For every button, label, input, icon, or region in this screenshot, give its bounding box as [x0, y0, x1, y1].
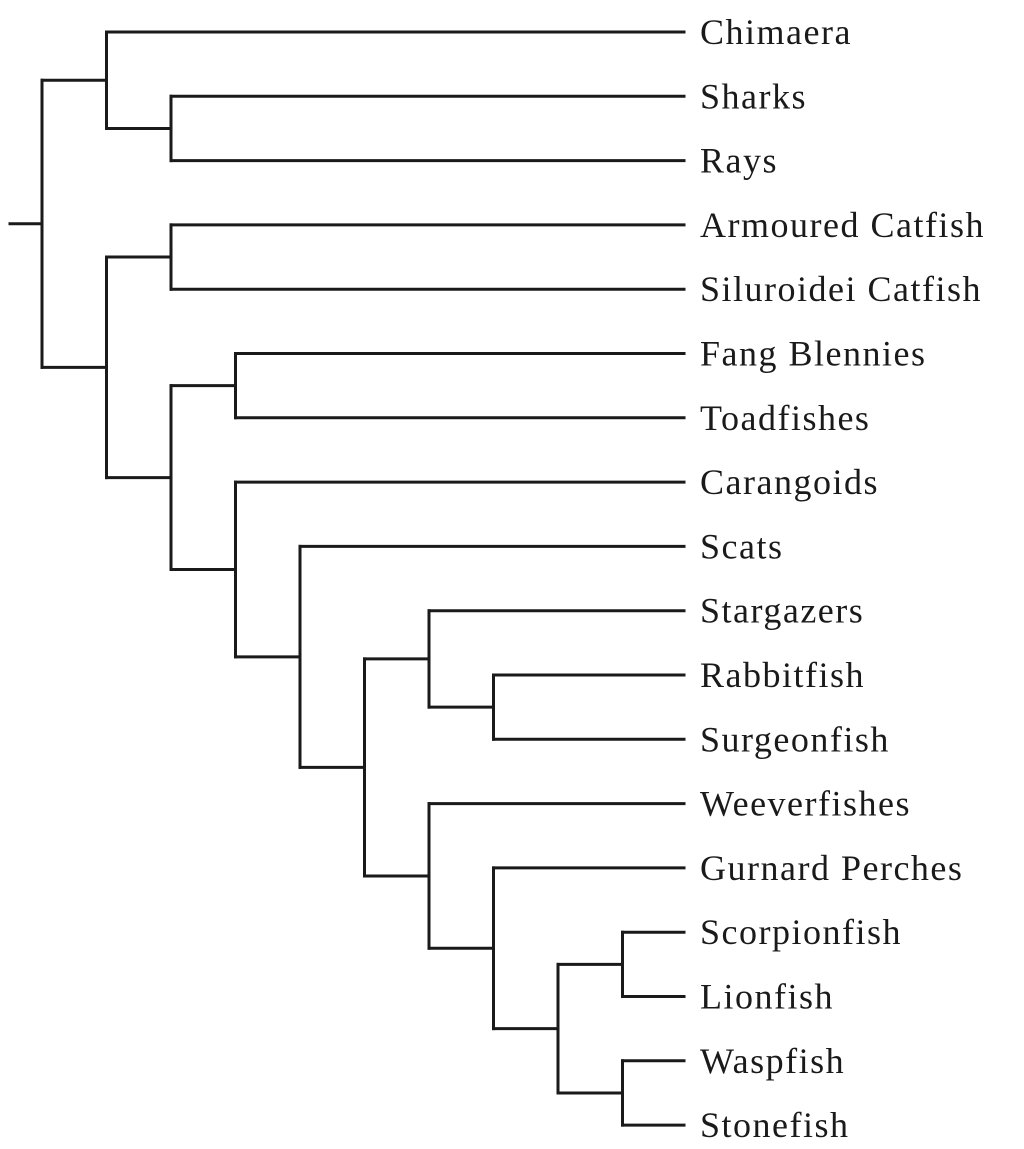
leaf-label: Scorpionfish — [700, 912, 902, 952]
leaf-label: Stonefish — [700, 1105, 850, 1145]
leaf-label: Toadfishes — [700, 398, 870, 438]
tree-branches — [8, 30, 686, 1127]
leaf-label: Weeverfishes — [700, 784, 911, 824]
leaf-label: Stargazers — [700, 591, 864, 631]
leaf-label: Carangoids — [700, 462, 879, 502]
leaf-label: Gurnard Perches — [700, 848, 963, 888]
leaf-label: Sharks — [700, 76, 807, 116]
leaf-label: Siluroidei Catfish — [700, 269, 982, 309]
tree-labels: Chimaera Sharks Rays Armoured Catfish Siluro… — [700, 12, 985, 1145]
leaf-label: Fang Blennies — [700, 334, 926, 374]
leaf-label: Waspfish — [700, 1041, 845, 1081]
leaf-label: Surgeonfish — [700, 719, 890, 759]
leaf-label: Rays — [700, 141, 778, 181]
leaf-label: Armoured Catfish — [700, 205, 985, 245]
leaf-label: Chimaera — [700, 12, 852, 52]
leaf-label: Rabbitfish — [700, 655, 865, 695]
leaf-label: Lionfish — [700, 977, 834, 1017]
leaf-label: Scats — [700, 526, 784, 566]
